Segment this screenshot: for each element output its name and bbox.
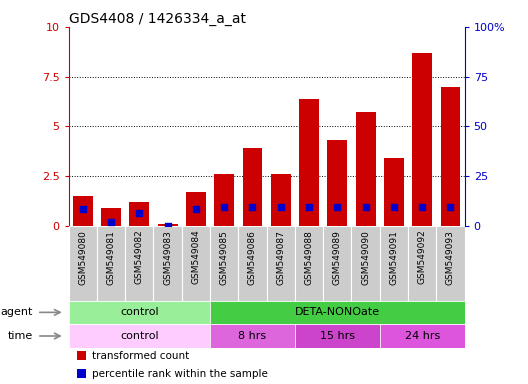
Bar	[101, 208, 121, 226]
Point	[135, 210, 144, 216]
Text: GSM549082: GSM549082	[135, 230, 144, 285]
Text: transformed count: transformed count	[92, 351, 190, 361]
Text: agent: agent	[1, 307, 33, 317]
Bar	[384, 158, 404, 226]
Bar	[77, 369, 87, 377]
FancyBboxPatch shape	[125, 226, 154, 301]
Bar	[271, 174, 291, 226]
Text: GSM549091: GSM549091	[390, 230, 399, 285]
Bar	[412, 53, 432, 226]
FancyBboxPatch shape	[352, 226, 380, 301]
Point	[164, 223, 172, 229]
Text: GSM549086: GSM549086	[248, 230, 257, 285]
Bar	[440, 86, 460, 226]
Text: GSM549088: GSM549088	[305, 230, 314, 285]
FancyBboxPatch shape	[69, 226, 97, 301]
Bar	[242, 148, 262, 226]
Point	[79, 206, 87, 212]
FancyBboxPatch shape	[436, 226, 465, 301]
Point	[418, 204, 427, 210]
FancyBboxPatch shape	[238, 226, 267, 301]
Text: GSM549090: GSM549090	[361, 230, 370, 285]
FancyBboxPatch shape	[210, 301, 465, 324]
Text: GSM549080: GSM549080	[78, 230, 87, 285]
FancyBboxPatch shape	[408, 226, 436, 301]
FancyBboxPatch shape	[69, 324, 210, 348]
Text: control: control	[120, 307, 159, 317]
Text: GSM549087: GSM549087	[276, 230, 285, 285]
Text: GSM549085: GSM549085	[220, 230, 229, 285]
FancyBboxPatch shape	[380, 324, 465, 348]
Bar	[186, 192, 206, 226]
Bar	[77, 351, 87, 360]
Text: GSM549092: GSM549092	[418, 230, 427, 285]
Text: GDS4408 / 1426334_a_at: GDS4408 / 1426334_a_at	[69, 12, 246, 26]
FancyBboxPatch shape	[295, 324, 380, 348]
Text: GSM549083: GSM549083	[163, 230, 172, 285]
Point	[333, 204, 342, 210]
Text: GSM549093: GSM549093	[446, 230, 455, 285]
FancyBboxPatch shape	[295, 226, 323, 301]
FancyBboxPatch shape	[154, 226, 182, 301]
FancyBboxPatch shape	[97, 226, 125, 301]
FancyBboxPatch shape	[380, 226, 408, 301]
Point	[107, 218, 115, 225]
Text: percentile rank within the sample: percentile rank within the sample	[92, 369, 268, 379]
Point	[277, 204, 285, 210]
Bar	[356, 113, 375, 226]
Text: 24 hrs: 24 hrs	[404, 331, 440, 341]
FancyBboxPatch shape	[267, 226, 295, 301]
Bar	[214, 174, 234, 226]
Bar	[327, 140, 347, 226]
Text: GSM549089: GSM549089	[333, 230, 342, 285]
Point	[192, 205, 200, 212]
Text: GSM549084: GSM549084	[192, 230, 201, 285]
Text: DETA-NONOate: DETA-NONOate	[295, 307, 380, 317]
Point	[446, 204, 455, 210]
Text: 15 hrs: 15 hrs	[320, 331, 355, 341]
Bar	[129, 202, 149, 226]
FancyBboxPatch shape	[323, 226, 352, 301]
Point	[390, 204, 398, 210]
Text: GSM549081: GSM549081	[107, 230, 116, 285]
FancyBboxPatch shape	[182, 226, 210, 301]
Bar	[73, 196, 93, 226]
Point	[248, 204, 257, 210]
Text: 8 hrs: 8 hrs	[239, 331, 267, 341]
Bar	[299, 99, 319, 226]
FancyBboxPatch shape	[210, 226, 238, 301]
Bar	[158, 224, 177, 226]
Text: time: time	[8, 331, 33, 341]
Point	[305, 204, 313, 210]
Point	[220, 204, 229, 210]
Point	[361, 204, 370, 210]
Text: control: control	[120, 331, 159, 341]
FancyBboxPatch shape	[69, 301, 210, 324]
FancyBboxPatch shape	[210, 324, 295, 348]
